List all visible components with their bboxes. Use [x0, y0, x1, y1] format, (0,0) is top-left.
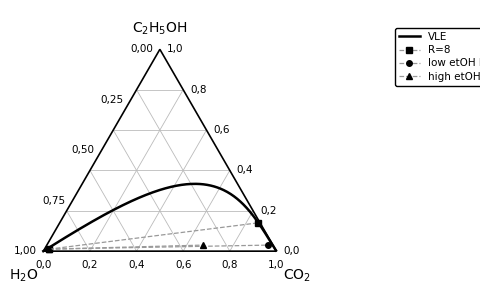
Text: 1,0: 1,0 [167, 44, 183, 54]
Text: 0,2: 0,2 [260, 206, 276, 216]
Text: CO$_2$: CO$_2$ [283, 268, 311, 284]
Text: 0,8: 0,8 [190, 85, 206, 95]
Text: 0,00: 0,00 [130, 44, 153, 54]
Text: H$_2$O: H$_2$O [10, 268, 38, 284]
Text: 0,75: 0,75 [42, 196, 65, 206]
Text: 1,0: 1,0 [267, 261, 284, 271]
Text: 0,50: 0,50 [72, 145, 95, 155]
Text: C$_2$H$_5$OH: C$_2$H$_5$OH [132, 20, 187, 36]
Text: 0,6: 0,6 [175, 261, 191, 271]
Text: 0,0: 0,0 [35, 261, 51, 271]
Text: 0,8: 0,8 [221, 261, 238, 271]
Text: 1,00: 1,00 [13, 246, 36, 256]
Text: 0,4: 0,4 [128, 261, 144, 271]
Text: 0,4: 0,4 [236, 165, 253, 175]
Text: 0,0: 0,0 [283, 246, 299, 256]
Text: 0,6: 0,6 [213, 125, 229, 135]
Legend: VLE, R=8, low etOH R=5, high etOH R=5: VLE, R=8, low etOH R=5, high etOH R=5 [394, 28, 480, 86]
Text: 0,25: 0,25 [100, 95, 123, 105]
Text: 0,2: 0,2 [82, 261, 98, 271]
